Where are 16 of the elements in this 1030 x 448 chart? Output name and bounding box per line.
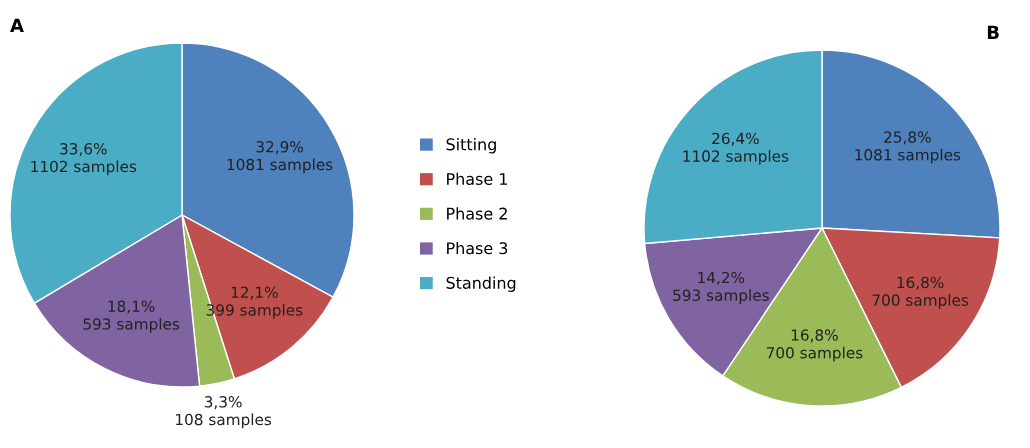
legend-label: Sitting: [446, 138, 496, 154]
data-label: 32,9% 1081 samples: [227, 141, 333, 174]
legend-label: Phase 3: [447, 241, 508, 255]
data-label: 16,8% 700 samples: [766, 329, 863, 362]
legend-label: Standing: [446, 276, 516, 292]
data-label: 14,2% 593 samples: [673, 271, 769, 304]
legend-label: Phase 2: [447, 207, 507, 220]
data-label: 16,8% 700 samples: [872, 276, 969, 309]
data-label: 18,1% 593 samples: [83, 300, 180, 333]
chart-title: B: [987, 25, 999, 39]
data-label: 26,4% 1102 samples: [683, 132, 789, 165]
data-label: 3,3% 108 samples: [176, 396, 272, 429]
data-label: 33,6% 1102 samples: [31, 143, 137, 176]
legend-label: Phase 1: [447, 172, 507, 186]
chart-title: A: [10, 18, 24, 32]
data-label: 25,8% 1081 samples: [855, 131, 961, 164]
